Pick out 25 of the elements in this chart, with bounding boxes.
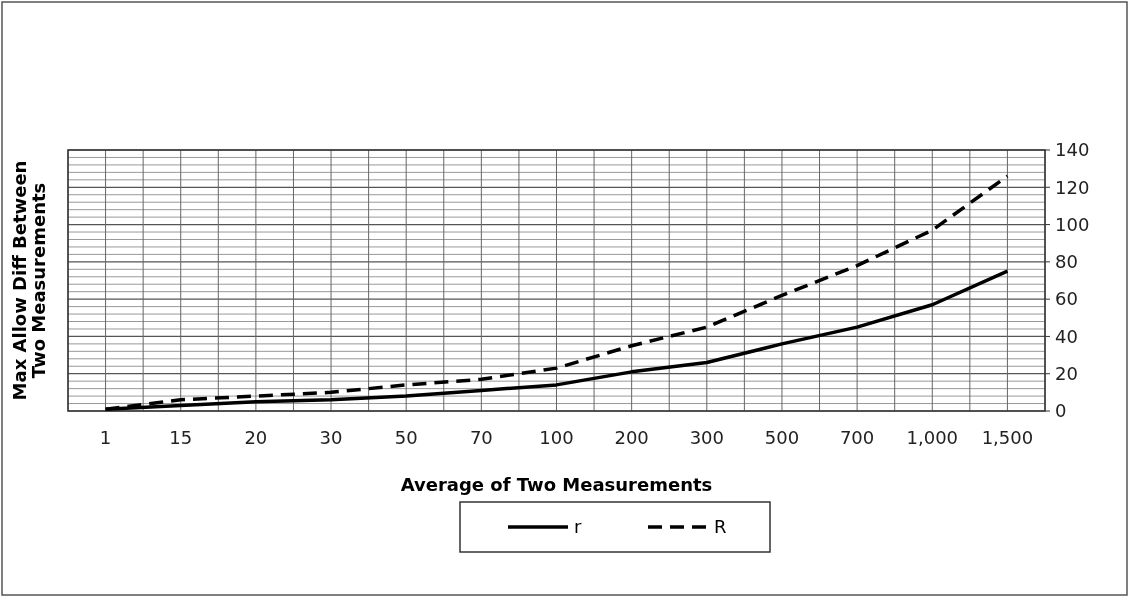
y-tick-label: 120 — [1055, 176, 1090, 198]
x-tick-label: 30 — [319, 427, 343, 448]
y-tick-label: 60 — [1055, 288, 1078, 310]
x-tick-label: 15 — [169, 427, 193, 448]
y-tick-label: 0 — [1055, 400, 1067, 422]
x-tick-label: 1 — [99, 427, 112, 448]
x-tick-label: 1,000 — [906, 427, 959, 448]
y-tick-label: 80 — [1055, 251, 1078, 273]
legend-label: R — [714, 516, 727, 538]
y-axis-title: Max Allow Diff Between Two Measurements — [9, 160, 50, 401]
x-tick-label: 1,500 — [981, 427, 1034, 448]
x-tick-label: 300 — [689, 427, 724, 448]
y-tick-label: 140 — [1055, 139, 1090, 161]
x-tick-label: 700 — [839, 427, 875, 448]
x-tick-label: 50 — [394, 427, 418, 448]
y-tick-label: 100 — [1055, 213, 1090, 235]
x-tick-label: 500 — [764, 427, 800, 448]
x-tick-label: 200 — [614, 427, 649, 448]
x-tick-label: 70 — [469, 427, 493, 448]
x-axis-title: Average of Two Measurements — [400, 474, 713, 495]
x-tick-label: 20 — [244, 427, 268, 448]
y-tick-label: 40 — [1055, 325, 1078, 347]
x-tick-label: 100 — [539, 427, 574, 448]
y-tick-label: 20 — [1055, 363, 1078, 385]
legend-label: r — [574, 516, 582, 538]
